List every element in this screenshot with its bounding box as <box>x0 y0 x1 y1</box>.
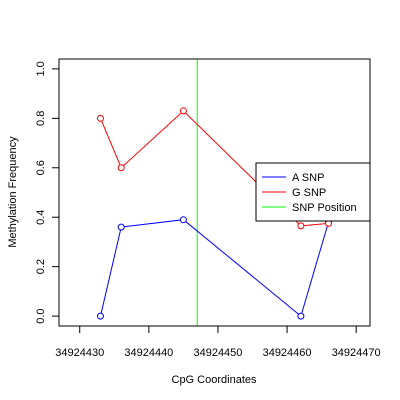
g-snp-point <box>117 164 125 172</box>
y-tick-label: 0.0 <box>35 308 47 323</box>
y-tick-label: 0.4 <box>35 210 47 225</box>
g-snp-point <box>297 222 305 230</box>
g-snp-point <box>179 107 187 115</box>
g-snp-point <box>96 114 104 122</box>
x-tick-label: 34924440 <box>124 347 173 359</box>
x-tick-label: 34924460 <box>263 347 312 359</box>
x-axis-title: CpG Coordinates <box>172 374 257 386</box>
legend: A SNP G SNP SNP Position <box>255 162 371 222</box>
x-tick-label: 34924430 <box>55 347 104 359</box>
legend-label-g-snp: G SNP <box>292 187 326 199</box>
y-axis: 0.0 0.2 0.4 0.6 0.8 1.0 <box>35 61 59 324</box>
y-axis-title: Methylation Frequency <box>7 136 19 248</box>
a-snp-point <box>117 223 125 231</box>
x-axis: 34924430 34924440 34924450 34924460 34924470 <box>55 325 381 359</box>
y-tick-label: 0.8 <box>35 111 47 126</box>
series-layer <box>96 59 333 326</box>
x-tick-label: 34924470 <box>332 347 381 359</box>
a-snp-point <box>96 312 104 320</box>
y-tick-label: 0.2 <box>35 259 47 274</box>
x-tick-label: 34924450 <box>193 347 242 359</box>
a-snp-point <box>179 216 187 224</box>
a-snp-point <box>297 312 305 320</box>
y-tick-label: 0.6 <box>35 160 47 175</box>
legend-label-a-snp: A SNP <box>292 172 324 184</box>
legend-label-snp-position: SNP Position <box>292 202 357 214</box>
y-tick-label: 1.0 <box>35 61 47 76</box>
a-snp-line <box>100 219 329 317</box>
